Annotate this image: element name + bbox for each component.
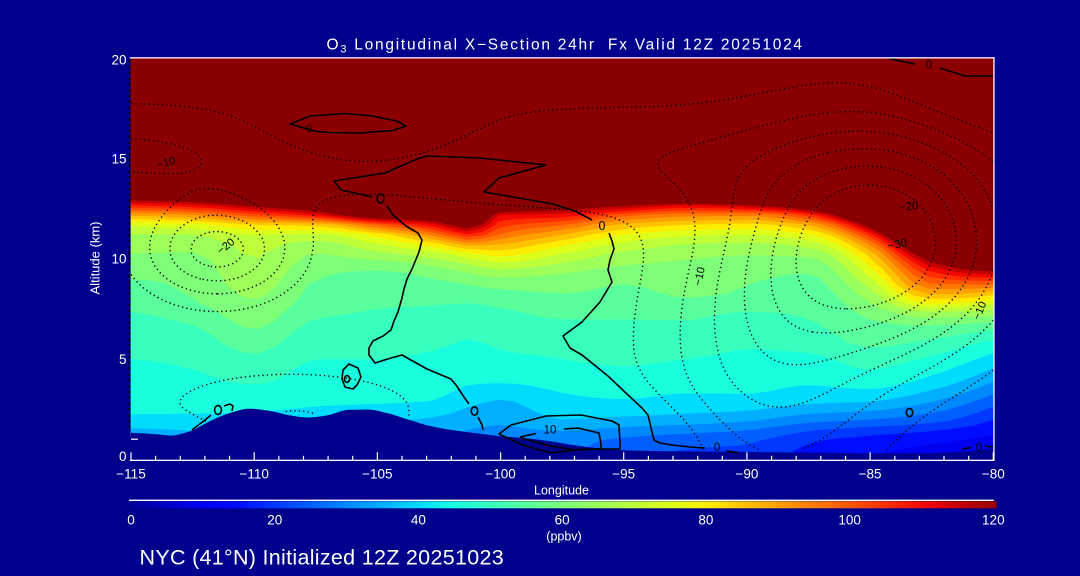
svg-text:0: 0 [714, 442, 720, 454]
svg-text:10: 10 [111, 252, 126, 267]
svg-text:−110: −110 [239, 467, 268, 482]
svg-text:−80: −80 [982, 467, 1005, 482]
svg-text:100: 100 [838, 512, 861, 527]
svg-text:Altitude (km): Altitude (km) [88, 222, 103, 295]
svg-text:O3 Longitudinal X−Section 24hr: O3 Longitudinal X−Section 24hr Fx Valid … [327, 36, 804, 55]
svg-text:−100: −100 [485, 467, 515, 482]
svg-text:20: 20 [267, 512, 282, 527]
svg-text:−85: −85 [859, 467, 882, 482]
svg-text:−30: −30 [887, 237, 908, 252]
svg-text:−95: −95 [612, 467, 635, 482]
svg-text:40: 40 [411, 512, 426, 527]
svg-text:120: 120 [982, 512, 1005, 527]
svg-text:5: 5 [119, 352, 127, 367]
svg-text:0: 0 [127, 512, 135, 527]
svg-text:0: 0 [119, 449, 127, 464]
svg-text:80: 80 [698, 512, 713, 527]
svg-text:60: 60 [555, 512, 570, 527]
svg-text:0: 0 [306, 123, 312, 135]
svg-text:20: 20 [111, 52, 126, 67]
svg-text:0: 0 [599, 219, 606, 233]
svg-text:(ppbv): (ppbv) [546, 530, 581, 544]
svg-text:−10: −10 [692, 266, 708, 287]
svg-text:−10: −10 [156, 155, 177, 172]
svg-text:NYC (41°N) Initialized 12Z 202: NYC (41°N) Initialized 12Z 20251023 [140, 546, 504, 570]
svg-text:−20: −20 [898, 200, 919, 214]
svg-text:0: 0 [976, 442, 982, 454]
svg-text:0: 0 [926, 60, 932, 72]
svg-text:Longitude: Longitude [534, 484, 589, 498]
svg-text:15: 15 [111, 151, 126, 166]
svg-text:10: 10 [544, 425, 557, 437]
svg-text:−105: −105 [362, 467, 392, 482]
svg-text:−115: −115 [116, 467, 145, 482]
svg-text:−90: −90 [735, 467, 758, 482]
